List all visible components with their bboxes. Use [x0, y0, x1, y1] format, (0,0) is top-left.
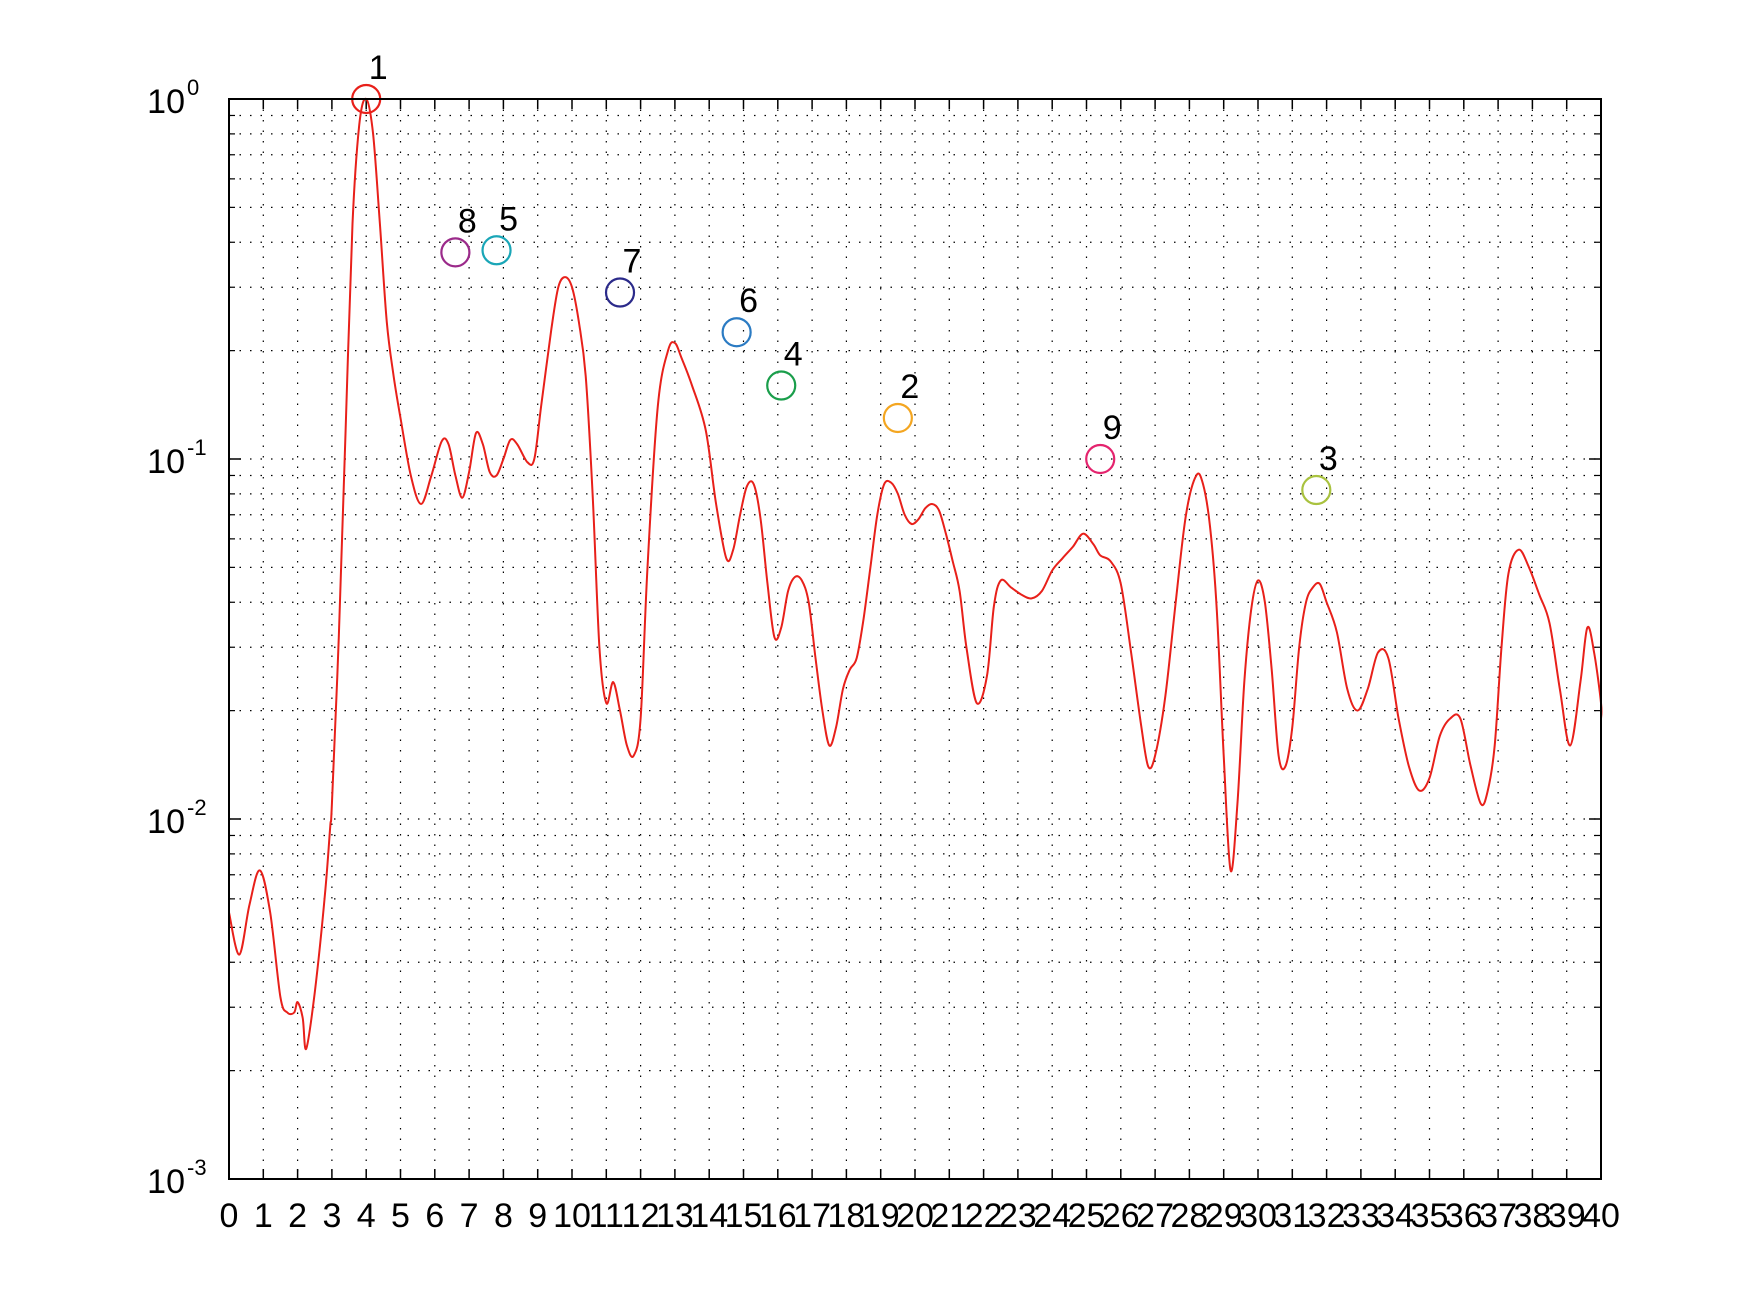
marker-circle-2	[882, 402, 913, 434]
x-tick-label: 9	[528, 1197, 547, 1235]
marker-label-1: 1	[369, 49, 388, 87]
marker-label-5: 5	[499, 200, 518, 238]
x-tick-label: 13	[656, 1197, 694, 1235]
x-tick-label: 40	[1582, 1197, 1620, 1235]
x-tick-label: 23	[999, 1197, 1037, 1235]
x-tick-label: 31	[1273, 1197, 1311, 1235]
x-tick-label: 12	[622, 1197, 660, 1235]
marker-label-2: 2	[900, 368, 919, 406]
x-tick-label: 5	[391, 1197, 410, 1235]
marker-label-7: 7	[623, 243, 642, 281]
x-tick-label: 10	[553, 1197, 591, 1235]
y-tick-label: 10	[147, 83, 185, 121]
x-tick-label: 30	[1239, 1197, 1277, 1235]
x-tick-label: 19	[862, 1197, 900, 1235]
x-tick-label: 21	[930, 1197, 968, 1235]
x-tick-label: 1	[254, 1197, 273, 1235]
marker-circle-9	[1085, 443, 1116, 475]
x-tick-label: 34	[1376, 1197, 1414, 1235]
y-tick-exponent: 0	[187, 75, 199, 100]
x-tick-label: 15	[725, 1197, 763, 1235]
marker-label-9: 9	[1103, 409, 1122, 447]
x-tick-label: 2	[288, 1197, 307, 1235]
y-tick-label: 10	[147, 803, 185, 841]
x-tick-label: 11	[589, 1197, 624, 1235]
x-tick-label: 28	[1170, 1197, 1208, 1235]
marker-circle-7	[604, 277, 636, 308]
series-line	[228, 97, 1603, 1051]
x-tick-label: 17	[793, 1197, 831, 1235]
x-tick-label: 20	[896, 1197, 934, 1235]
x-tick-label: 6	[425, 1197, 444, 1235]
x-tick-label: 22	[965, 1197, 1003, 1235]
x-tick-label: 8	[494, 1197, 513, 1235]
x-tick-label: 32	[1308, 1197, 1346, 1235]
series-layer	[228, 97, 1603, 1051]
x-tick-label: 14	[690, 1197, 728, 1235]
marker-circle-3	[1301, 474, 1332, 506]
marker-circle-4	[766, 370, 797, 401]
y-tick-exponent: -2	[187, 795, 207, 820]
y-tick-exponent: -3	[187, 1155, 207, 1180]
y-tick-label: 10	[147, 443, 185, 481]
y-tick-exponent: -1	[187, 435, 207, 460]
plot-background	[229, 99, 1601, 1179]
marker-label-4: 4	[784, 336, 803, 374]
x-tick-label: 33	[1342, 1197, 1380, 1235]
x-tick-label: 29	[1205, 1197, 1243, 1235]
plot-frame	[228, 98, 1602, 1180]
marker-label-6: 6	[739, 282, 758, 320]
y-tick-label: 10	[147, 1163, 185, 1201]
x-tick-label: 18	[827, 1197, 865, 1235]
x-tick-label: 37	[1479, 1197, 1517, 1235]
x-tick-label: 38	[1513, 1197, 1551, 1235]
x-tick-label: 3	[322, 1197, 341, 1235]
x-tick-label: 0	[220, 1197, 239, 1235]
x-tick-label: 25	[1068, 1197, 1106, 1235]
x-tick-label: 39	[1548, 1197, 1586, 1235]
marker-circle-5	[481, 235, 512, 266]
marker-circle-8	[440, 237, 471, 268]
x-tick-labels: 0 1 2 3 4 5 6 7 8 9 101112131415161718192021222324…	[220, 1197, 1620, 1235]
x-tick-label: 7	[460, 1197, 479, 1235]
marker-circle-6	[721, 317, 752, 348]
marker-label-3: 3	[1319, 440, 1338, 478]
x-tick-label: 16	[759, 1197, 797, 1235]
x-tick-label: 27	[1136, 1197, 1174, 1235]
x-tick-label: 36	[1445, 1197, 1483, 1235]
x-tick-label: 35	[1411, 1197, 1449, 1235]
annotation-markers: 1 2 3 4 5 6 7 8 9	[351, 49, 1338, 506]
x-tick-label: 4	[357, 1197, 376, 1235]
marker-label-8: 8	[458, 202, 477, 240]
x-tick-label: 24	[1033, 1197, 1071, 1235]
x-tick-label: 26	[1102, 1197, 1140, 1235]
